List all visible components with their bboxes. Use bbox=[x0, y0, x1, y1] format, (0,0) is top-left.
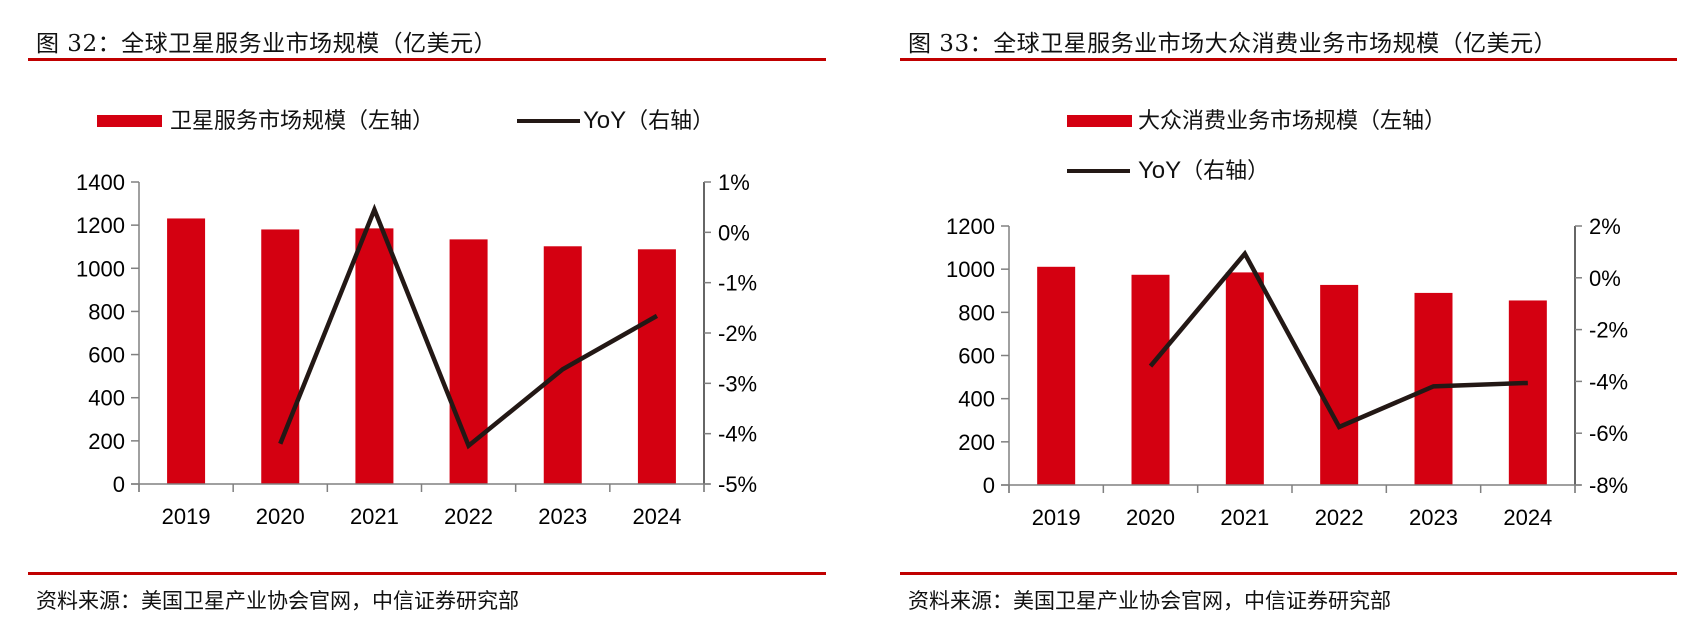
bar-2019 bbox=[167, 218, 206, 484]
left-tick-label: 1200 bbox=[946, 214, 995, 239]
source-rule bbox=[28, 572, 826, 575]
x-tick-label: 2019 bbox=[162, 504, 211, 529]
right-tick-label: -2% bbox=[718, 321, 757, 346]
right-tick-label: -8% bbox=[1589, 473, 1628, 498]
left-tick-label: 1200 bbox=[76, 213, 125, 238]
left-tick-label: 1400 bbox=[76, 170, 125, 195]
x-tick-label: 2019 bbox=[1032, 505, 1081, 530]
left-tick-label: 600 bbox=[958, 344, 995, 369]
x-tick-label: 2024 bbox=[632, 504, 681, 529]
bar-2023 bbox=[543, 246, 582, 484]
left-tick-label: 200 bbox=[88, 429, 125, 454]
legend-bar-label: 大众消费业务市场规模（左轴） bbox=[1138, 109, 1446, 134]
right-tick-label: 0% bbox=[718, 220, 750, 245]
legend-line-label: YoY（右轴） bbox=[1138, 157, 1269, 184]
left-tick-label: 1000 bbox=[946, 257, 995, 282]
right-tick-label: -1% bbox=[718, 271, 757, 296]
figure-33-title: 图 33：全球卫星服务业市场大众消费业务市场规模（亿美元） bbox=[908, 31, 1558, 57]
right-tick-label: -5% bbox=[718, 472, 757, 497]
bar-2019 bbox=[1037, 266, 1076, 485]
figure-32-title: 图 32：全球卫星服务业市场规模（亿美元） bbox=[36, 31, 498, 57]
figure-33-source: 资料来源：美国卫星产业协会官网，中信证券研究部 bbox=[908, 589, 1391, 613]
x-tick-label: 2024 bbox=[1503, 505, 1552, 530]
x-tick-label: 2022 bbox=[444, 504, 493, 529]
legend-line-label: YoY（右轴） bbox=[583, 107, 714, 134]
legend-bar-swatch bbox=[97, 115, 162, 127]
bar-2023 bbox=[1414, 292, 1453, 485]
x-tick-label: 2023 bbox=[1409, 505, 1458, 530]
title-rule bbox=[900, 58, 1677, 61]
right-tick-label: 2% bbox=[1589, 214, 1621, 239]
x-tick-label: 2021 bbox=[1220, 505, 1269, 530]
left-tick-label: 0 bbox=[113, 472, 125, 497]
bar-2024 bbox=[637, 249, 676, 484]
left-tick-label: 400 bbox=[958, 387, 995, 412]
left-tick-label: 600 bbox=[88, 343, 125, 368]
left-tick-label: 0 bbox=[983, 473, 995, 498]
bar-2021 bbox=[355, 228, 394, 484]
right-tick-label: 1% bbox=[718, 170, 750, 195]
legend-bar-label: 卫星服务市场规模（左轴） bbox=[170, 109, 434, 134]
legend-line-label-cjk: （右轴） bbox=[626, 109, 714, 134]
right-tick-label: -4% bbox=[1589, 369, 1628, 394]
left-tick-label: 1000 bbox=[76, 256, 125, 281]
bar-2020 bbox=[1131, 274, 1170, 485]
left-tick-label: 400 bbox=[88, 386, 125, 411]
x-tick-label: 2023 bbox=[538, 504, 587, 529]
x-tick-label: 2020 bbox=[256, 504, 305, 529]
bar-2022 bbox=[1320, 284, 1359, 485]
left-tick-label: 200 bbox=[958, 430, 995, 455]
left-tick-label: 800 bbox=[88, 299, 125, 324]
legend-line-label-latin: YoY bbox=[1138, 157, 1181, 184]
x-tick-label: 2020 bbox=[1126, 505, 1175, 530]
legend-line-label-cjk: （右轴） bbox=[1181, 159, 1269, 184]
right-tick-label: -4% bbox=[718, 422, 757, 447]
legend-line-label-latin: YoY bbox=[583, 107, 626, 134]
bar-2024 bbox=[1508, 300, 1547, 485]
legend-bar-swatch bbox=[1067, 115, 1132, 127]
left-tick-label: 800 bbox=[958, 300, 995, 325]
right-tick-label: -6% bbox=[1589, 421, 1628, 446]
figure-32-source: 资料来源：美国卫星产业协会官网，中信证券研究部 bbox=[36, 589, 519, 613]
right-tick-label: -2% bbox=[1589, 318, 1628, 343]
figure-32-chart: 卫星服务市场规模（左轴） YoY（右轴） 0 200 400 600 800 1000 1200… bbox=[76, 107, 757, 529]
source-rule bbox=[900, 572, 1677, 575]
right-tick-label: -3% bbox=[718, 371, 757, 396]
x-tick-label: 2022 bbox=[1315, 505, 1364, 530]
bar-2021 bbox=[1225, 272, 1264, 485]
x-tick-label: 2021 bbox=[350, 504, 399, 529]
title-rule bbox=[28, 58, 826, 61]
right-tick-label: 0% bbox=[1589, 266, 1621, 291]
